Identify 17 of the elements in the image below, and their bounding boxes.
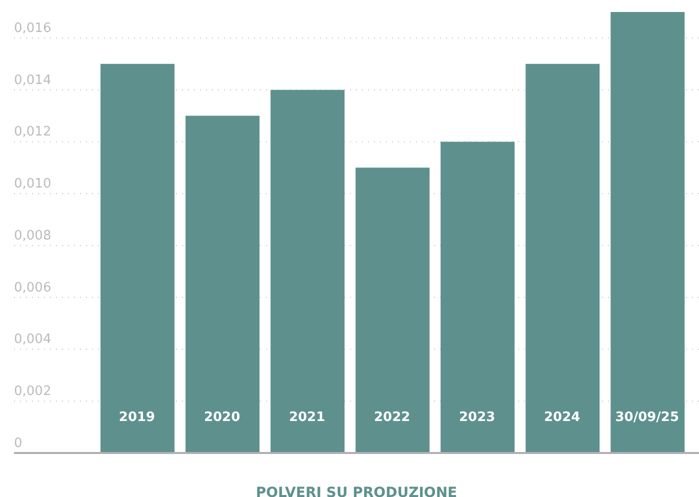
- x-tick-label: 2020: [204, 410, 240, 425]
- y-tick-label: 0,004: [14, 332, 52, 348]
- y-tick-label: 0,006: [14, 280, 52, 296]
- x-tick-label: 2019: [118, 410, 156, 425]
- y-tick-label: 0,012: [14, 124, 52, 140]
- x-tick-label: 2022: [374, 410, 410, 425]
- y-tick-label: 0,016: [14, 20, 52, 36]
- x-tick-label: 2024: [544, 410, 580, 425]
- y-tick-label: 0,002: [14, 384, 52, 400]
- x-tick-label: 2023: [459, 410, 496, 425]
- y-tick-label: 0,008: [14, 228, 52, 244]
- x-axis-title: POLVERI SU PRODUZIONE: [256, 485, 458, 497]
- x-tick-label: 2021: [288, 410, 326, 425]
- y-tick-label: 0,014: [14, 72, 52, 88]
- y-tick-label: 0: [14, 436, 22, 451]
- x-tick-label: 30/09/25: [615, 410, 680, 425]
- y-tick-label: 0,010: [14, 176, 52, 192]
